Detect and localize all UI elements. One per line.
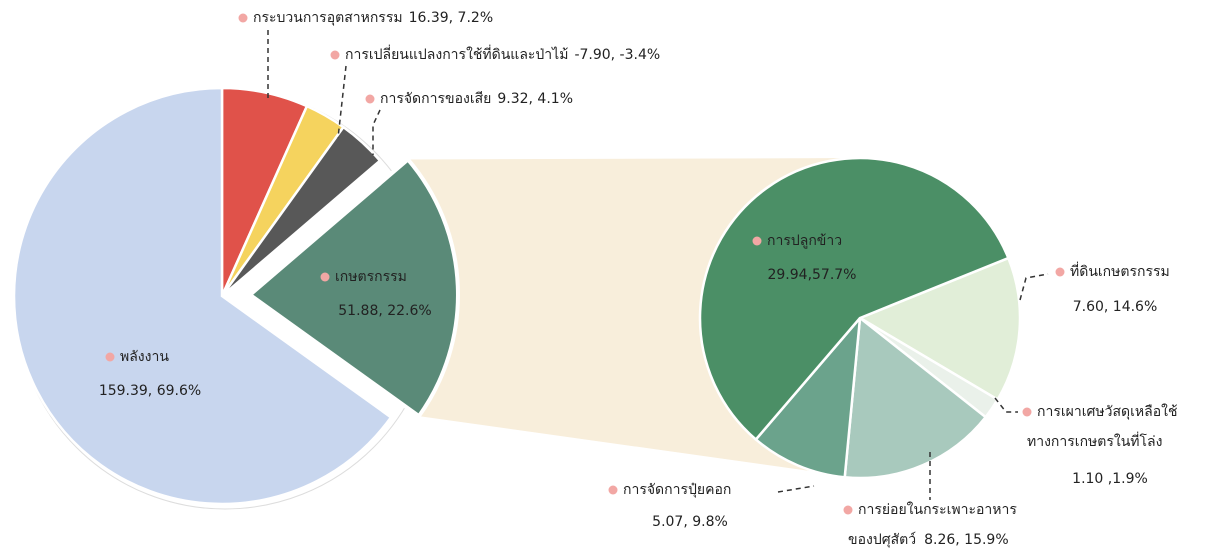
leader-line: [337, 65, 347, 139]
slice-value: 8.26, 15.9%: [924, 532, 1009, 548]
slice-label: ทางการเกษตรในที่โล่ง: [1027, 432, 1162, 450]
pie-slice: [246, 156, 460, 419]
label-dot: [843, 505, 853, 515]
slice-label: กระบวนการอุตสาหกรรม 16.39, 7.2%: [253, 10, 493, 26]
slice-name: การจัดการของเสีย: [380, 91, 491, 107]
slice-value: 16.39, 7.2%: [409, 10, 494, 26]
label-dot: [105, 352, 115, 362]
pie-slice: [220, 125, 382, 297]
subpie-slice: [857, 256, 1022, 402]
slice-name: ทางการเกษตรในที่โล่ง: [1027, 432, 1162, 450]
slice-name: ของปศุสัตว์: [848, 531, 916, 548]
slice-name: เกษตรกรรม: [335, 269, 407, 285]
slice-name: กระบวนการอุตสาหกรรม: [253, 10, 403, 26]
label-dot: [1022, 407, 1032, 417]
slice-label: การจัดการปุ๋ยคอก: [623, 482, 731, 498]
slice-label: การเปลี่ยนแปลงการใช้ที่ดินและป่าไม้ -7.90…: [345, 45, 660, 63]
subpie-slice: [754, 314, 862, 479]
label-dot: [1055, 267, 1065, 277]
subpie-slice: [698, 156, 1010, 442]
label-dot: [330, 50, 340, 60]
slice-value: 51.88, 22.6%: [338, 303, 431, 319]
slice-value: 159.39, 69.6%: [99, 383, 201, 399]
slice-value: 29.94,57.7%: [767, 267, 856, 283]
pie-slice: [12, 86, 393, 506]
slice-label: การปลูกข้าว: [767, 233, 842, 249]
label-dot: [320, 272, 330, 282]
label-dot: [365, 94, 375, 104]
slice-name: การย่อยในกระเพาะอาหาร: [858, 501, 1017, 518]
slice-label: ที่ดินเกษตรกรรม: [1070, 262, 1170, 280]
slice-name: การจัดการปุ๋ยคอก: [623, 482, 731, 498]
slice-name: การเผาเศษวัสดุเหลือใช้: [1037, 403, 1177, 420]
slice-value: 7.60, 14.6%: [1073, 299, 1158, 315]
slice-value: 1.10 ,1.9%: [1072, 471, 1148, 487]
label-dot: [608, 485, 618, 495]
slice-label: ของปศุสัตว์ 8.26, 15.9%: [848, 531, 1009, 548]
slice-value: 5.07, 9.8%: [652, 514, 728, 530]
subpie-slice: [843, 315, 988, 480]
slice-label: การจัดการของเสีย 9.32, 4.1%: [380, 91, 573, 107]
slice-name: การเปลี่ยนแปลงการใช้ที่ดินและป่าไม้: [345, 45, 568, 63]
slice-value: -7.90, -3.4%: [574, 47, 660, 63]
label-dot: [238, 13, 248, 23]
slice-name: ที่ดินเกษตรกรรม: [1070, 262, 1170, 280]
slice-value: 9.32, 4.1%: [497, 91, 573, 107]
slice-label: การเผาเศษวัสดุเหลือใช้: [1037, 403, 1177, 420]
leader-line: [777, 485, 815, 493]
label-dot: [752, 236, 762, 246]
slice-label: การย่อยในกระเพาะอาหาร: [858, 501, 1017, 518]
leader-line: [372, 109, 381, 155]
slice-name: การปลูกข้าว: [767, 233, 842, 249]
leader-line: [1019, 273, 1049, 301]
slice-name: พลังงาน: [120, 349, 169, 365]
